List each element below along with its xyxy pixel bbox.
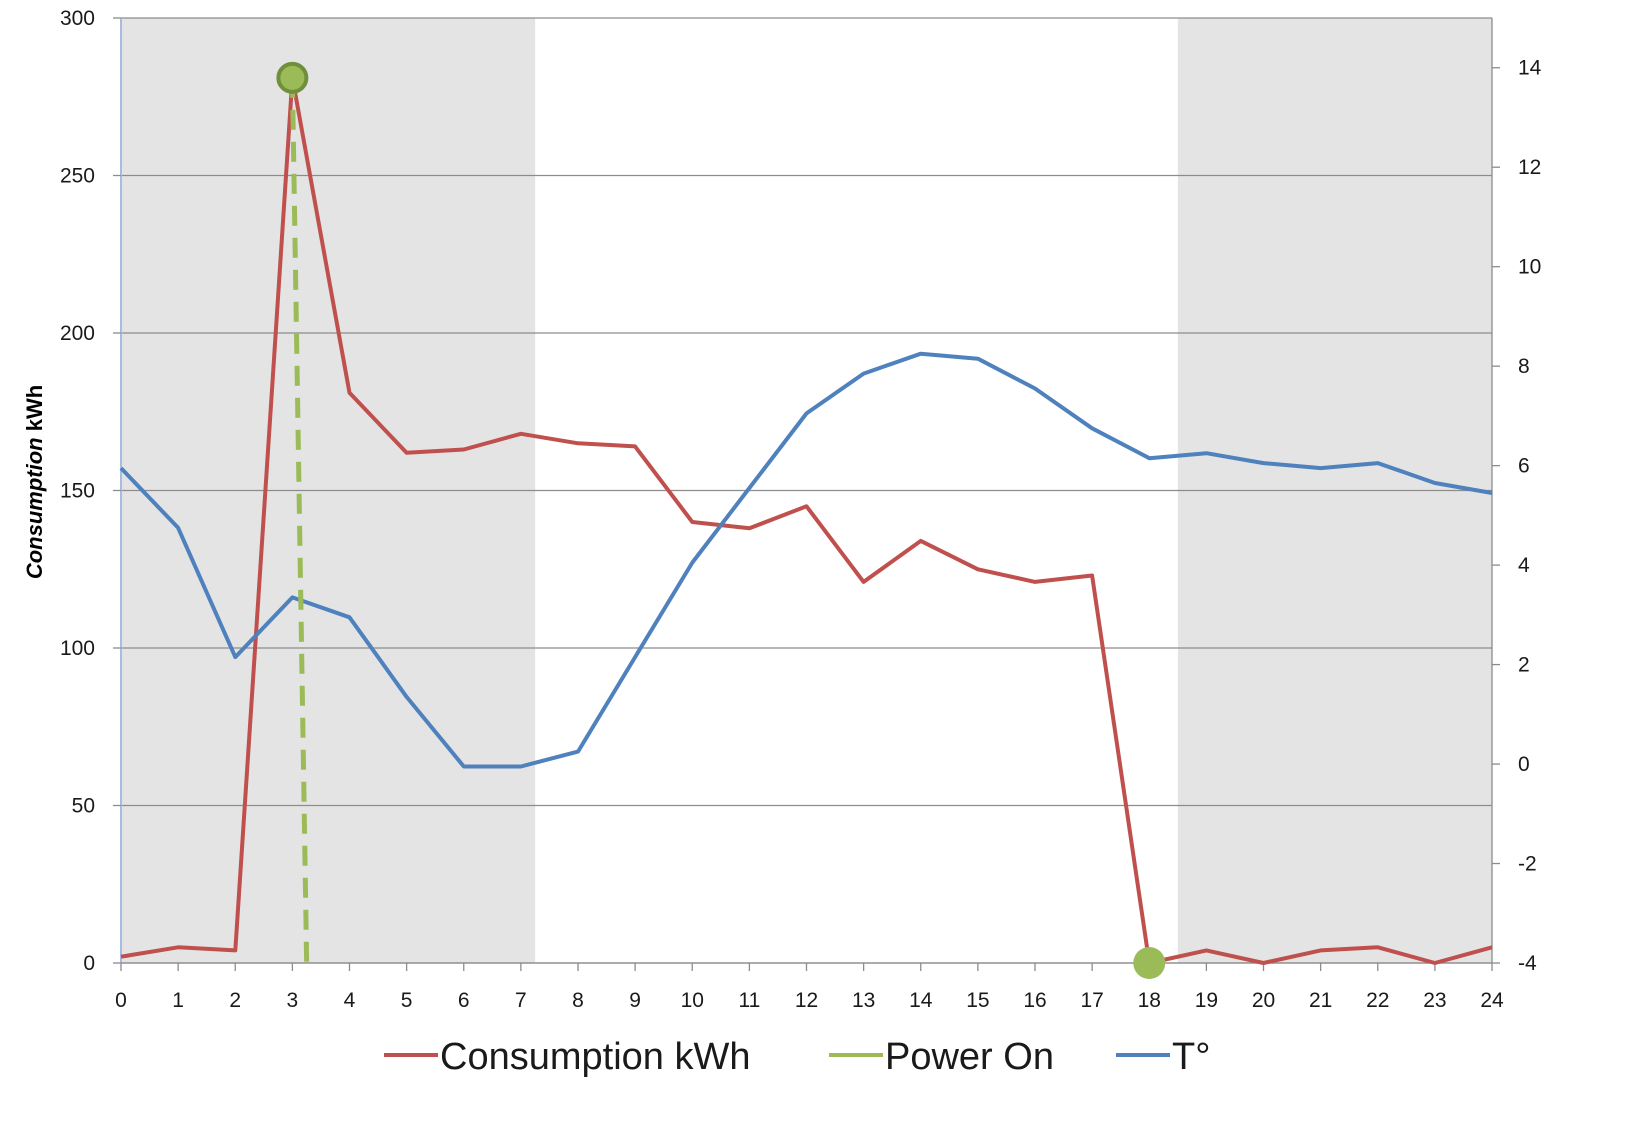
- power-on-drop-line: [289, 77, 310, 964]
- x-tick-label: 14: [909, 989, 933, 1012]
- y-axis-label: Consumption kWh: [22, 385, 47, 579]
- right-tick-label: 12: [1518, 156, 1541, 179]
- series-line-t: [119, 351, 1493, 769]
- legend-label: T°: [1172, 1036, 1210, 1078]
- right-tick-label: -2: [1518, 853, 1537, 876]
- x-tick-label: 22: [1366, 989, 1389, 1012]
- right-tick-label: 8: [1518, 355, 1530, 378]
- x-tick-label: 6: [458, 989, 470, 1012]
- x-tick-label: 4: [344, 989, 356, 1012]
- x-tick-label: 13: [852, 989, 875, 1012]
- x-tick-label: 20: [1252, 989, 1275, 1012]
- x-tick-label: 21: [1309, 989, 1332, 1012]
- x-tick-label: 2: [229, 989, 241, 1012]
- legend-label: Consumption kWh: [440, 1036, 750, 1078]
- y-axis-label-italic: Consumption: [22, 437, 47, 579]
- x-axis-ticks: 0 1 2 3 4 5 6 7 8 9 10 11 12 13 14 15 16 17 18 19 20 21 22 23 24: [115, 963, 1504, 1012]
- x-tick-label: 1: [172, 989, 184, 1012]
- legend: Consumption kWh Power On T°: [384, 1036, 1210, 1078]
- x-tick-label: 24: [1480, 989, 1504, 1012]
- x-tick-label: 7: [515, 989, 527, 1012]
- right-axis-ticks: -4 -2 0 2 4 6 8 10 12 14: [1492, 57, 1542, 975]
- left-tick-label: 150: [60, 480, 95, 503]
- power-on-marker-0: [276, 61, 309, 94]
- x-tick-label: 23: [1423, 989, 1446, 1012]
- right-tick-label: 10: [1518, 256, 1541, 279]
- right-tick-label: -4: [1518, 952, 1537, 975]
- x-tick-label: 3: [287, 989, 299, 1012]
- left-tick-label: 250: [60, 165, 95, 188]
- x-tick-label: 8: [572, 989, 584, 1012]
- right-tick-label: 14: [1518, 57, 1542, 80]
- left-tick-label: 200: [60, 322, 95, 345]
- left-tick-label: 100: [60, 637, 95, 660]
- x-tick-label: 0: [115, 989, 127, 1012]
- series-markers: [276, 61, 1166, 979]
- x-tick-label: 16: [1023, 989, 1046, 1012]
- series-lines: [119, 75, 1493, 965]
- x-tick-label: 11: [738, 989, 760, 1012]
- x-tick-label: 9: [629, 989, 641, 1012]
- right-tick-label: 6: [1518, 455, 1530, 478]
- right-tick-label: 4: [1518, 554, 1530, 577]
- power-on-marker-2: [1133, 947, 1166, 979]
- left-tick-label: 0: [83, 952, 95, 975]
- right-tick-label: 0: [1518, 753, 1530, 776]
- left-tick-label: 50: [72, 795, 95, 818]
- left-axis-ticks: 0 50 100 150 200 250 300: [60, 7, 121, 975]
- x-tick-label: 15: [966, 989, 989, 1012]
- right-tick-label: 2: [1518, 654, 1530, 677]
- x-tick-label: 10: [681, 989, 704, 1012]
- left-tick-label: 300: [60, 7, 95, 30]
- x-tick-label: 17: [1080, 989, 1103, 1012]
- x-tick-label: 12: [795, 989, 818, 1012]
- legend-label: Power On: [885, 1036, 1054, 1078]
- series-line-consumption-kwh: [120, 75, 1493, 965]
- y-axis-label-unit: kWh: [22, 385, 47, 431]
- x-tick-label: 18: [1138, 989, 1161, 1012]
- x-tick-label: 5: [401, 989, 413, 1012]
- x-tick-label: 19: [1195, 989, 1218, 1012]
